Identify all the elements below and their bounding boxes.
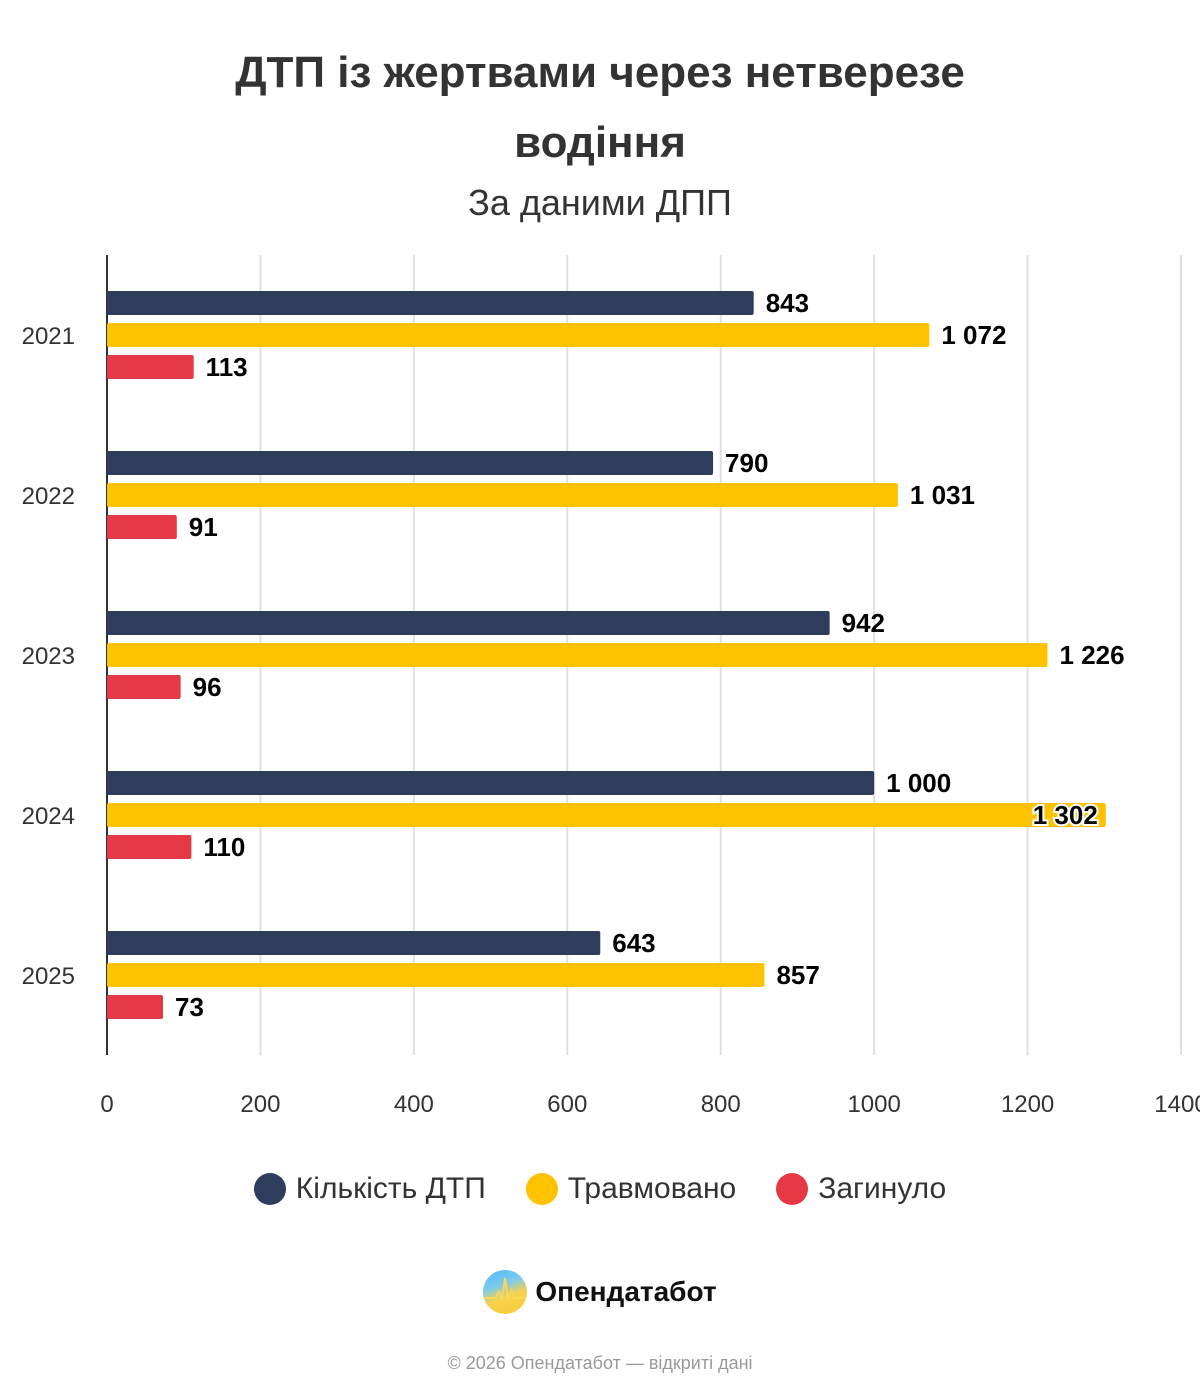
- bar: [107, 515, 177, 539]
- x-tick-label: 1400: [1154, 1091, 1200, 1118]
- data-label: 110: [203, 832, 245, 862]
- title-line-1: ДТП із жертвами через нетверезе: [235, 48, 965, 97]
- y-tick-label: 2021: [22, 323, 75, 350]
- bar: [107, 675, 181, 699]
- bar: [107, 771, 875, 795]
- title-line-2: водіння: [514, 118, 686, 167]
- legend-item-killed[interactable]: Загинуло: [776, 1172, 946, 1206]
- legend: Кількість ДТП Травмовано Загинуло: [0, 1172, 1200, 1206]
- bar: [107, 995, 164, 1019]
- bar: [107, 291, 754, 315]
- data-label: 1 031: [910, 480, 975, 510]
- bar: [107, 355, 194, 379]
- legend-label: Травмовано: [567, 1172, 737, 1205]
- x-tick-label: 400: [394, 1091, 434, 1118]
- data-label: 1 226: [1060, 640, 1125, 670]
- data-label: 843: [766, 288, 809, 318]
- chart-subtitle: За даними ДПП: [468, 182, 732, 223]
- data-label: 790: [725, 448, 768, 478]
- bar: [107, 963, 765, 987]
- data-label: 73: [175, 992, 204, 1022]
- y-tick-label: 2023: [22, 643, 75, 670]
- legend-dot-icon: [525, 1173, 558, 1205]
- legend-item-injured[interactable]: Травмовано: [525, 1172, 737, 1206]
- x-tick-label: 200: [240, 1091, 280, 1118]
- legend-label: Загинуло: [818, 1172, 947, 1205]
- data-label: 857: [776, 960, 819, 990]
- bar: [107, 835, 192, 859]
- bar: [107, 451, 714, 475]
- brand-name: Опендатабот: [535, 1276, 717, 1307]
- legend-label: Кількість ДТП: [295, 1172, 486, 1205]
- bar: [107, 483, 898, 507]
- y-tick-label: 2024: [22, 803, 75, 830]
- brand-logo: Опендатабот: [0, 1270, 1200, 1314]
- data-label: 91: [189, 512, 218, 542]
- y-tick-label: 2025: [22, 963, 75, 990]
- bar: [107, 803, 1106, 827]
- legend-item-accidents[interactable]: Кількість ДТП: [253, 1172, 486, 1206]
- bar-chart: 0 200 400 600 800 1000 1200 1400 2021 843 1 072 113…: [22, 255, 1200, 1118]
- data-label: 1 000: [886, 768, 951, 798]
- x-tick-label: 1200: [1001, 1091, 1054, 1118]
- bar: [107, 323, 930, 347]
- logo-icon: [483, 1270, 528, 1314]
- data-label: 96: [193, 672, 222, 702]
- legend-dot-icon: [776, 1173, 809, 1205]
- bar: [107, 611, 830, 635]
- data-label: 113: [206, 352, 248, 382]
- x-tick-label: 800: [701, 1091, 741, 1118]
- data-label: 1 302: [1033, 800, 1098, 830]
- data-label: 942: [842, 608, 885, 638]
- legend-dot-icon: [253, 1173, 286, 1205]
- bar: [107, 643, 1048, 667]
- x-tick-label: 0: [100, 1091, 113, 1118]
- x-tick-label: 600: [547, 1091, 587, 1118]
- data-label: 1 072: [941, 320, 1006, 350]
- y-tick-label: 2022: [22, 483, 75, 510]
- chart-title: ДТП із жертвами через нетверезе водіння: [0, 38, 1200, 178]
- x-tick-label: 1000: [847, 1091, 900, 1118]
- bar: [107, 931, 601, 955]
- data-label: 643: [612, 928, 655, 958]
- footer-copyright: © 2026 Опендатабот — відкриті дані: [447, 1353, 753, 1373]
